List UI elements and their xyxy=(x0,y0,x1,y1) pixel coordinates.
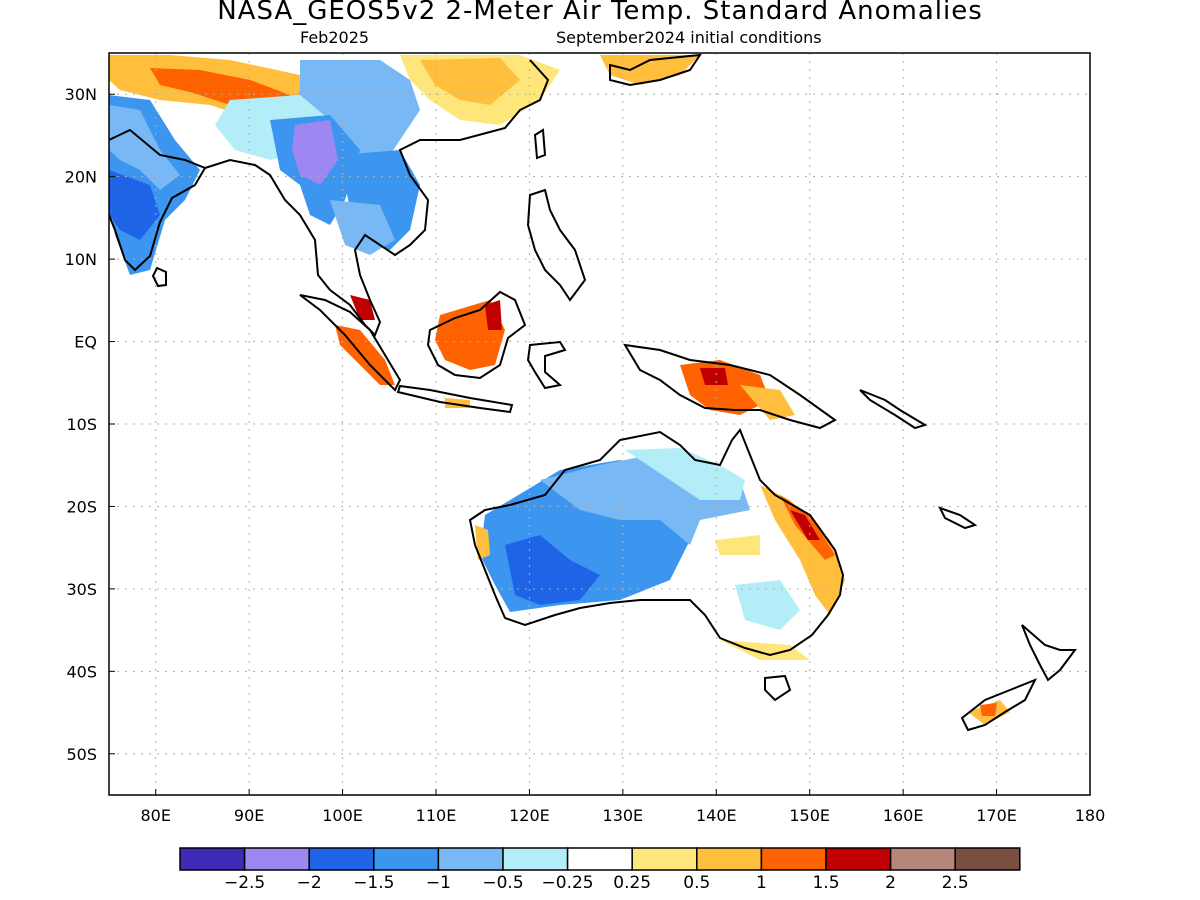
coast-sri-lanka xyxy=(151,266,167,288)
lon-label: 170E xyxy=(976,806,1017,825)
latitude-labels: 30N 20N 10N EQ 10S 20S 30S 40S 50S xyxy=(65,85,115,764)
shade-borneo-red xyxy=(485,300,502,330)
shade-india-light xyxy=(109,105,180,190)
coast-taiwan xyxy=(533,128,547,160)
lat-label: 10N xyxy=(65,250,97,269)
coast-sumatra xyxy=(299,294,402,392)
colorbar-label: −2 xyxy=(297,873,322,893)
shade-tibet-hot xyxy=(150,68,290,108)
shade-aus-west-coast xyxy=(475,525,490,560)
coast-australia xyxy=(468,428,845,657)
colorbar-label: 1.5 xyxy=(812,873,839,893)
coast-nz-north xyxy=(1021,624,1077,682)
shade-japan xyxy=(600,55,700,85)
colorbar-swatch xyxy=(825,847,892,871)
colorbar-label: −2.5 xyxy=(224,873,265,893)
colorbar-label: −0.25 xyxy=(542,873,594,893)
lat-label: 40S xyxy=(66,662,97,681)
initial-conditions-label: September2024 initial conditions xyxy=(556,28,822,47)
colorbar-label: −1.5 xyxy=(353,873,394,893)
shade-new-guinea-red xyxy=(700,368,728,385)
colorbar-label: 2 xyxy=(885,873,896,893)
lon-label: 80E xyxy=(140,806,170,825)
lat-label: 10S xyxy=(66,415,97,434)
coast-india xyxy=(109,128,207,272)
colorbar-labels: −2.5 −2 −1.5 −1 −0.5 −0.25 0.25 0.5 1 1.5 2 2.5 xyxy=(224,873,969,893)
lon-label: 90E xyxy=(234,806,264,825)
colorbar-swatch xyxy=(437,847,504,871)
lon-label: 130E xyxy=(603,806,644,825)
coast-philippines xyxy=(526,188,587,302)
lon-label: 160E xyxy=(883,806,924,825)
coast-java xyxy=(396,384,514,414)
lat-label: 20S xyxy=(66,497,97,516)
shade-aus-yellow xyxy=(715,535,760,555)
colorbar-swatch xyxy=(243,847,310,871)
lat-label: 20N xyxy=(65,168,97,187)
shade-aus-cyan xyxy=(625,448,745,500)
shade-nz-south-hot xyxy=(980,703,997,716)
colorbar-swatch xyxy=(308,847,375,871)
coast-new-guinea xyxy=(623,343,837,430)
colorbar-label: 1 xyxy=(756,873,767,893)
lat-label: 30N xyxy=(65,85,97,104)
shade-myanmar-purple xyxy=(292,120,338,185)
colorbar xyxy=(179,847,1021,871)
shade-aus-south xyxy=(720,640,810,660)
lon-label: 110E xyxy=(416,806,457,825)
shade-qld-coast xyxy=(760,485,845,615)
shade-malaya xyxy=(350,295,375,320)
forecast-month: Feb2025 xyxy=(300,28,370,47)
lon-label: 100E xyxy=(322,806,363,825)
lon-label: 180 xyxy=(1075,806,1106,825)
colorbar-swatch xyxy=(566,847,633,871)
coast-borneo xyxy=(426,290,527,380)
colorbar-swatch xyxy=(954,847,1021,871)
chart-title: NASA_GEOS5v2 2-Meter Air Temp. Standard … xyxy=(217,0,983,26)
lon-label: 120E xyxy=(509,806,550,825)
coast-sulawesi xyxy=(526,340,567,390)
shade-aus-se xyxy=(735,580,800,630)
shade-aus-center xyxy=(505,535,600,605)
coast-bay-bengal-east xyxy=(204,158,331,291)
colorbar-swatch xyxy=(373,847,440,871)
gridlines xyxy=(109,53,1090,795)
colorbar-swatch xyxy=(631,847,698,871)
colorbar-label: 0.25 xyxy=(613,873,651,893)
shade-indochina-light xyxy=(330,200,395,255)
shade-north-china-or xyxy=(420,58,520,105)
colorbar-swatch xyxy=(696,847,763,871)
colorbar-swatch xyxy=(179,847,246,871)
lon-label: 150E xyxy=(789,806,830,825)
coast-malaya xyxy=(329,59,550,337)
lat-label: 30S xyxy=(66,580,97,599)
coast-japan-korea xyxy=(609,53,703,87)
coast-tasmania xyxy=(764,674,792,702)
lon-label: 140E xyxy=(696,806,737,825)
colorbar-label: −1 xyxy=(426,873,451,893)
coastlines xyxy=(109,53,1077,732)
colorbar-swatch xyxy=(502,847,569,871)
shade-qld-red xyxy=(790,510,820,540)
coast-solomons xyxy=(859,389,928,430)
shade-india-dark xyxy=(109,170,160,240)
colorbar-label: 0.5 xyxy=(683,873,710,893)
lat-label: EQ xyxy=(74,333,97,352)
anomaly-shading xyxy=(109,55,1010,725)
longitude-labels: 80E 90E 100E 110E 120E 130E 140E 150E 160E 170E 18… xyxy=(140,789,1105,825)
coast-nz-south xyxy=(960,678,1038,732)
colorbar-label: −0.5 xyxy=(482,873,523,893)
coast-new-caledonia xyxy=(938,506,978,530)
colorbar-label: 2.5 xyxy=(942,873,969,893)
colorbar-swatch xyxy=(760,847,827,871)
shade-ng-orange xyxy=(740,385,795,420)
colorbar-swatch xyxy=(889,847,956,871)
lat-label: 50S xyxy=(66,745,97,764)
